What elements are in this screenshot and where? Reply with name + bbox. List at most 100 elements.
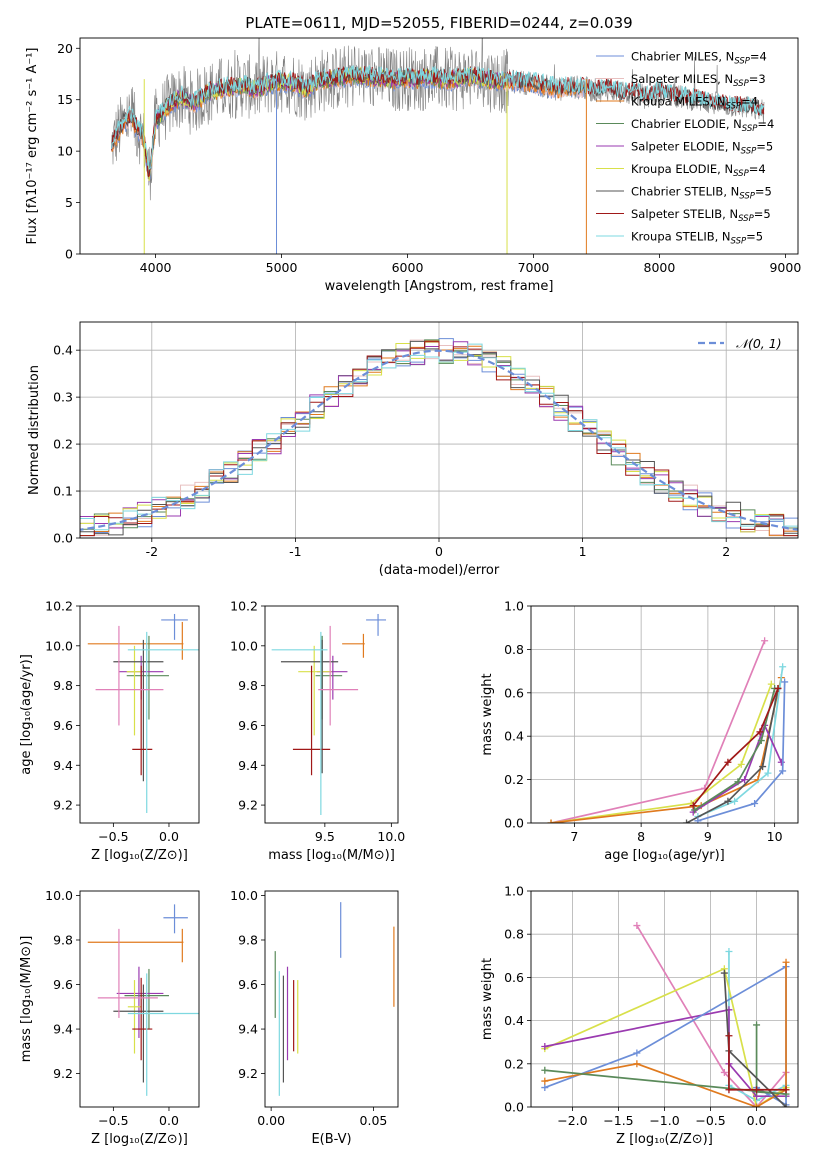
- y-axis-label: age [log₁₀(age/yr)]: [19, 654, 34, 775]
- legend-label-main: Kroupa ELODIE, N: [631, 162, 733, 176]
- x-tick-label: 0.05: [360, 1113, 388, 1128]
- x-tick-label: 2: [722, 544, 730, 559]
- legend-label-sub: SSP: [733, 169, 749, 179]
- plot-area-age-vs-Z: [87, 613, 199, 814]
- mass-weight-marker: [753, 1103, 761, 1107]
- legend-label-main: Salpeter STELIB, N: [631, 207, 738, 221]
- x-tick-label: −1.0: [649, 1113, 679, 1128]
- axes-frame: [264, 890, 399, 1108]
- mass-weight-marker: [761, 637, 769, 645]
- y-axis-label: mass [log₁₀(M/M⊙)]: [19, 936, 34, 1063]
- legend-label-sub: SSP: [734, 57, 750, 67]
- x-tick-label: 6000: [392, 260, 424, 275]
- y-tick-label: 9.4: [53, 1022, 73, 1037]
- plot-area-mass-vs-Z: [87, 904, 199, 1096]
- legend-label-main: Salpeter ELODIE, N: [631, 140, 741, 154]
- legend-label: Kroupa ELODIE, NSSP=4: [631, 162, 766, 179]
- mass-weight-marker: [633, 922, 641, 930]
- mass-weight-line: [544, 1024, 787, 1095]
- mass-weight-marker: [779, 767, 787, 775]
- y-tick-label: 0.0: [504, 1100, 524, 1115]
- y-tick-label: 9.8: [238, 932, 258, 947]
- y-tick-label: 10.0: [230, 888, 258, 903]
- y-tick-label: 9.4: [238, 758, 258, 773]
- mass-weight-marker: [541, 1084, 549, 1092]
- mass-weight-line: [544, 965, 787, 1107]
- mass-weight-line: [636, 925, 787, 1107]
- legend-label-sub: SSP: [739, 192, 755, 202]
- legend-label-sub: SSP: [742, 124, 758, 134]
- legend-label: Chabrier STELIB, NSSP=5: [631, 185, 772, 202]
- mass-weight-marker: [725, 1086, 733, 1094]
- y-tick-label: 5: [65, 195, 73, 210]
- legend-label: Kroupa STELIB, NSSP=5: [631, 230, 763, 247]
- x-tick-label: 10.0: [377, 829, 405, 844]
- x-tick-label: 0.0: [159, 1113, 179, 1128]
- mass-weight-marker: [751, 799, 759, 807]
- mass-weight-marker: [689, 802, 697, 810]
- legend-label-main: Chabrier ELODIE, N: [631, 117, 742, 131]
- y-tick-label: 0.2: [53, 437, 73, 452]
- mass-weight-marker: [782, 1103, 790, 1107]
- y-tick-label: 0.0: [504, 816, 524, 831]
- plot-area-weight-vs-Z: [541, 922, 790, 1107]
- y-axis-label: mass weight: [480, 958, 495, 1040]
- mass-weight-marker: [724, 758, 732, 766]
- mass-weight-marker: [777, 758, 785, 766]
- x-tick-label: −2.0: [557, 1113, 587, 1128]
- legend-label-main: Salpeter MILES, N: [631, 72, 733, 86]
- legend-label-main: Chabrier STELIB, N: [631, 185, 739, 199]
- mass-weight-marker: [691, 806, 699, 814]
- x-tick-label: 8000: [644, 260, 676, 275]
- y-tick-label: 10: [57, 144, 73, 159]
- legend-label-sub: SSP: [731, 237, 747, 247]
- y-axis-label: Flux [fλ10⁻¹⁷ erg cm⁻² s⁻¹ A⁻¹]: [25, 48, 40, 245]
- mass-weight-marker: [633, 1060, 641, 1068]
- mass-weight-marker: [737, 760, 745, 768]
- mass-weight-marker: [633, 1049, 641, 1057]
- mass-weight-marker: [720, 1068, 728, 1076]
- x-tick-label: 0.00: [257, 1113, 285, 1128]
- legend-label-tail: =5: [756, 140, 773, 154]
- mass-weight-line: [544, 1008, 787, 1098]
- mass-weight-marker: [725, 947, 733, 955]
- legend-label: Salpeter MILES, NSSP=3: [631, 72, 766, 89]
- mass-weight-marker: [774, 684, 782, 692]
- axes-weight-vs-Z: −2.0 −1.5 −1.0 −0.5 0.0 0.0 0.2 0.4 0.6 0.8 1.0 Z […: [480, 884, 799, 1147]
- mass-weight-marker: [541, 1077, 549, 1085]
- mass-weight-marker: [541, 1066, 549, 1074]
- x-tick-label: 0.0: [747, 1113, 767, 1128]
- axes-frame: [79, 37, 799, 255]
- mass-weight-marker: [756, 728, 764, 736]
- mass-weight-marker: [759, 763, 767, 771]
- y-tick-label: 0.8: [504, 642, 524, 657]
- legend-label-sub: SSP: [741, 147, 757, 157]
- axes-spectrum: 4000 5000 6000 7000 8000 9000 0 5 10 15 20 waveleng…: [25, 14, 801, 294]
- axes-age-vs-mass: 9.5 10.0 9.2 9.4 9.6 9.8 10.0 10.2 mass [log₁₀(M…: [230, 599, 405, 864]
- x-axis-label: E(B-V): [311, 1132, 351, 1147]
- mass-weight-marker: [547, 819, 555, 823]
- legend-label-tail: =4: [750, 50, 767, 64]
- axes-residuals: -2 -1 0 1 2 0.0 0.1 0.2 0.3 0.4 (data-model)/error…: [27, 321, 799, 578]
- y-tick-label: 9.8: [238, 678, 258, 693]
- mass-weight-marker: [724, 797, 732, 805]
- mass-weight-marker: [541, 1043, 549, 1051]
- axes-frame: [530, 605, 799, 824]
- x-tick-label: −1.5: [603, 1113, 633, 1128]
- legend-label-tail: =3: [749, 72, 766, 86]
- x-tick-label: 1: [579, 544, 587, 559]
- x-tick-label: -2: [146, 544, 158, 559]
- axes-frame: [79, 605, 200, 824]
- y-tick-label: 9.8: [53, 932, 73, 947]
- x-tick-label: −0.5: [98, 1113, 128, 1128]
- legend-label: 𝒩(0, 1): [736, 336, 782, 351]
- x-tick-label: -1: [289, 544, 301, 559]
- x-tick-label: 10: [767, 829, 783, 844]
- mass-weight-marker: [764, 769, 772, 777]
- y-tick-label: 9.2: [238, 798, 258, 813]
- y-tick-label: 1.0: [504, 884, 524, 899]
- legend-label-tail: =4: [749, 162, 766, 176]
- chart-title: PLATE=0611, MJD=52055, FIBERID=0244, z=0…: [245, 14, 632, 32]
- y-tick-label: 10.0: [45, 888, 73, 903]
